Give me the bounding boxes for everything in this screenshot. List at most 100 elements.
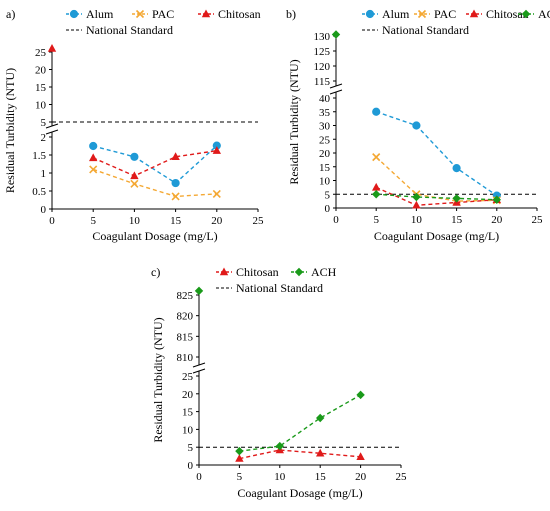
x-tick-label: 5 [237,471,243,483]
x-tick-label: 20 [491,214,503,226]
data-point [130,152,139,161]
y-tick-upper-label: 815 [177,331,194,343]
panel-label-c: c) [151,265,160,279]
data-point [171,152,180,160]
x-tick-label: 15 [170,215,182,227]
series-chitosan [235,445,365,462]
data-point [89,141,98,151]
x-tick-label: 0 [333,214,339,226]
y-tick-lower-label: 20 [319,148,331,160]
legend-marker [469,9,479,18]
panel-2: 0 5 10 15 20 25 0 5 10 15 20 25 810 815 820 825 Coagulan… [151,265,407,500]
y-tick-lower-label: 15 [182,407,194,419]
series-ach [194,286,365,456]
y-tick-upper-label: 115 [314,76,331,88]
series-line [375,111,498,197]
data-point [47,44,57,52]
y-tick-lower-label: 10 [182,424,194,436]
data-point [235,446,244,456]
x-tick-label: 10 [274,471,286,483]
legend-label: National Standard [382,23,469,37]
y-tick-lower-label: 40 [319,93,331,105]
legend: Chitosan ACH National Standard [216,265,337,295]
data-point [194,286,204,296]
data-point [275,441,284,451]
legend-label: Chitosan [218,7,261,21]
series-alum [89,141,221,188]
x-tick-label: 25 [396,471,408,483]
data-point [412,121,421,130]
y-tick-lower-label: 2 [41,132,47,144]
data-point [171,178,180,188]
x-tick-label: 20 [211,215,223,227]
data-point [372,107,381,116]
data-point [316,448,325,457]
series-line [239,394,361,452]
y-tick-upper-label: 10 [35,100,47,112]
legend-marker [294,267,304,277]
y-tick-upper-label: 20 [35,65,47,77]
y-axis-label: Residual Turbidity (NTU) [151,317,165,442]
y-tick-lower-label: 25 [182,371,194,383]
x-tick-label: 15 [315,471,327,483]
data-point [316,413,325,423]
series-line [376,193,497,201]
legend-marker [135,9,145,19]
data-point [89,165,98,174]
y-tick-lower-label: 1.5 [32,150,46,162]
panel-label-b: b) [286,7,296,21]
x-tick-label: 25 [532,214,544,226]
data-point [331,30,341,39]
data-point [89,153,98,162]
legend-label: ACH [538,7,550,21]
panel-1: 0 5 10 15 20 250510152025303540115120125130Co… [287,7,550,243]
series-chitosan [47,44,221,180]
x-tick-label: 25 [253,215,265,227]
x-tick-label: 0 [49,215,55,227]
legend-marker [69,9,79,19]
y-axis-label: Residual Turbidity (NTU) [287,59,301,184]
data-point [412,192,421,202]
data-point [452,194,461,203]
legend-marker [201,9,211,18]
x-tick-label: 15 [451,214,463,226]
y-tick-lower-label: 1 [41,168,47,180]
y-tick-lower-label: 30 [319,121,331,133]
data-point [492,195,501,204]
legend-label: PAC [434,7,456,21]
series-line [92,168,217,198]
legend-marker [417,9,427,19]
legend-label: PAC [152,7,174,21]
legend-label: Chitosan [486,7,529,21]
data-point [130,171,139,180]
x-axis-label: Coagulant Dosage (mg/L) [237,486,362,500]
x-axis-label: Coagulant Dosage (mg/L) [92,229,217,243]
data-point [412,200,421,209]
data-point [212,146,221,154]
data-point [372,190,381,199]
series-line [375,156,497,202]
data-point [372,182,381,191]
y-tick-lower-label: 10 [319,176,331,188]
x-tick-label: 5 [373,214,379,226]
legend-label: Alum [382,7,410,21]
series-line [375,186,497,206]
x-tick-label: 0 [196,471,202,483]
data-point [235,454,244,462]
y-tick-upper-label: 825 [177,290,194,302]
legend-label: National Standard [236,281,323,295]
series-line [239,449,361,460]
series-line [92,149,217,177]
axis-break-mark [192,362,206,374]
series-alum [372,107,501,200]
y-tick-lower-label: 15 [319,162,331,174]
y-tick-lower-label: 5 [325,189,331,201]
legend: Alum PAC Chitosan ACH National Standard [362,7,550,37]
y-tick-upper-label: 120 [314,61,331,73]
y-axis-label: Residual Turbidity (NTU) [3,68,17,193]
y-tick-upper-label: 15 [35,82,47,94]
legend-label: National Standard [86,23,173,37]
x-tick-label: 10 [411,214,423,226]
legend: Alum PAC Chitosan National Standard [66,7,261,37]
